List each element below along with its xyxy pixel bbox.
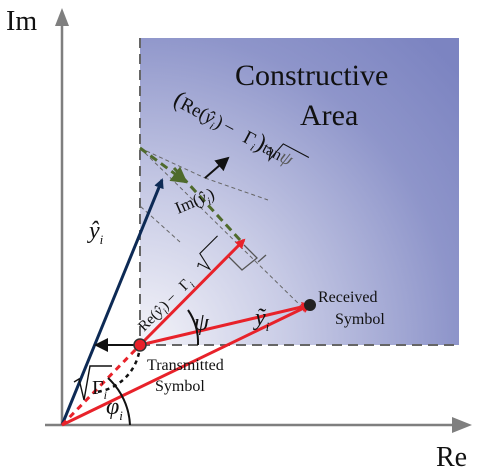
top-green-dash	[139, 146, 188, 184]
projection-line	[139, 147, 306, 311]
x-axis-arrowhead	[452, 417, 472, 433]
transmitted-to-projection-vector	[138, 238, 246, 347]
region-title-line2: Area	[300, 99, 358, 132]
right-angle-marker	[227, 244, 258, 271]
psi-arc	[187, 309, 200, 346]
phi-arc	[107, 377, 131, 426]
tick-mark	[257, 254, 267, 263]
y-axis-arrowhead	[55, 8, 69, 26]
y-hat-label: ŷi	[87, 218, 104, 247]
y-tilde-label: ỹi	[253, 305, 270, 334]
transmitted-to-received-vector	[139, 301, 312, 347]
svg-text:Γi: Γi	[92, 377, 107, 402]
x-axis-label: Re	[436, 442, 467, 470]
sqrt-gamma-dashed-vector	[60, 343, 142, 427]
transmitted-symbol-point	[133, 338, 147, 352]
tan-arrow	[204, 156, 230, 179]
region-title-line1: Constructive	[235, 59, 388, 92]
sqrt-gamma-label: Γi	[73, 365, 112, 402]
circle-arc	[95, 344, 142, 394]
transmitted-label-line2: Symbol	[155, 378, 205, 395]
helper-line-c	[139, 205, 181, 243]
y-axis-label: Im	[6, 6, 37, 37]
y-hat-vector	[60, 178, 164, 426]
y-tilde-vector	[61, 303, 312, 427]
received-label-line2: Symbol	[335, 311, 385, 328]
psi-inner-label: ψ	[194, 310, 210, 336]
helper-line-a	[139, 147, 206, 179]
phi-label: φi	[106, 394, 123, 423]
constructive-region	[140, 38, 459, 345]
received-symbol-point	[304, 299, 316, 311]
received-label-line1: Received	[318, 289, 378, 306]
transmitted-label-line1: Transmitted	[147, 357, 224, 374]
